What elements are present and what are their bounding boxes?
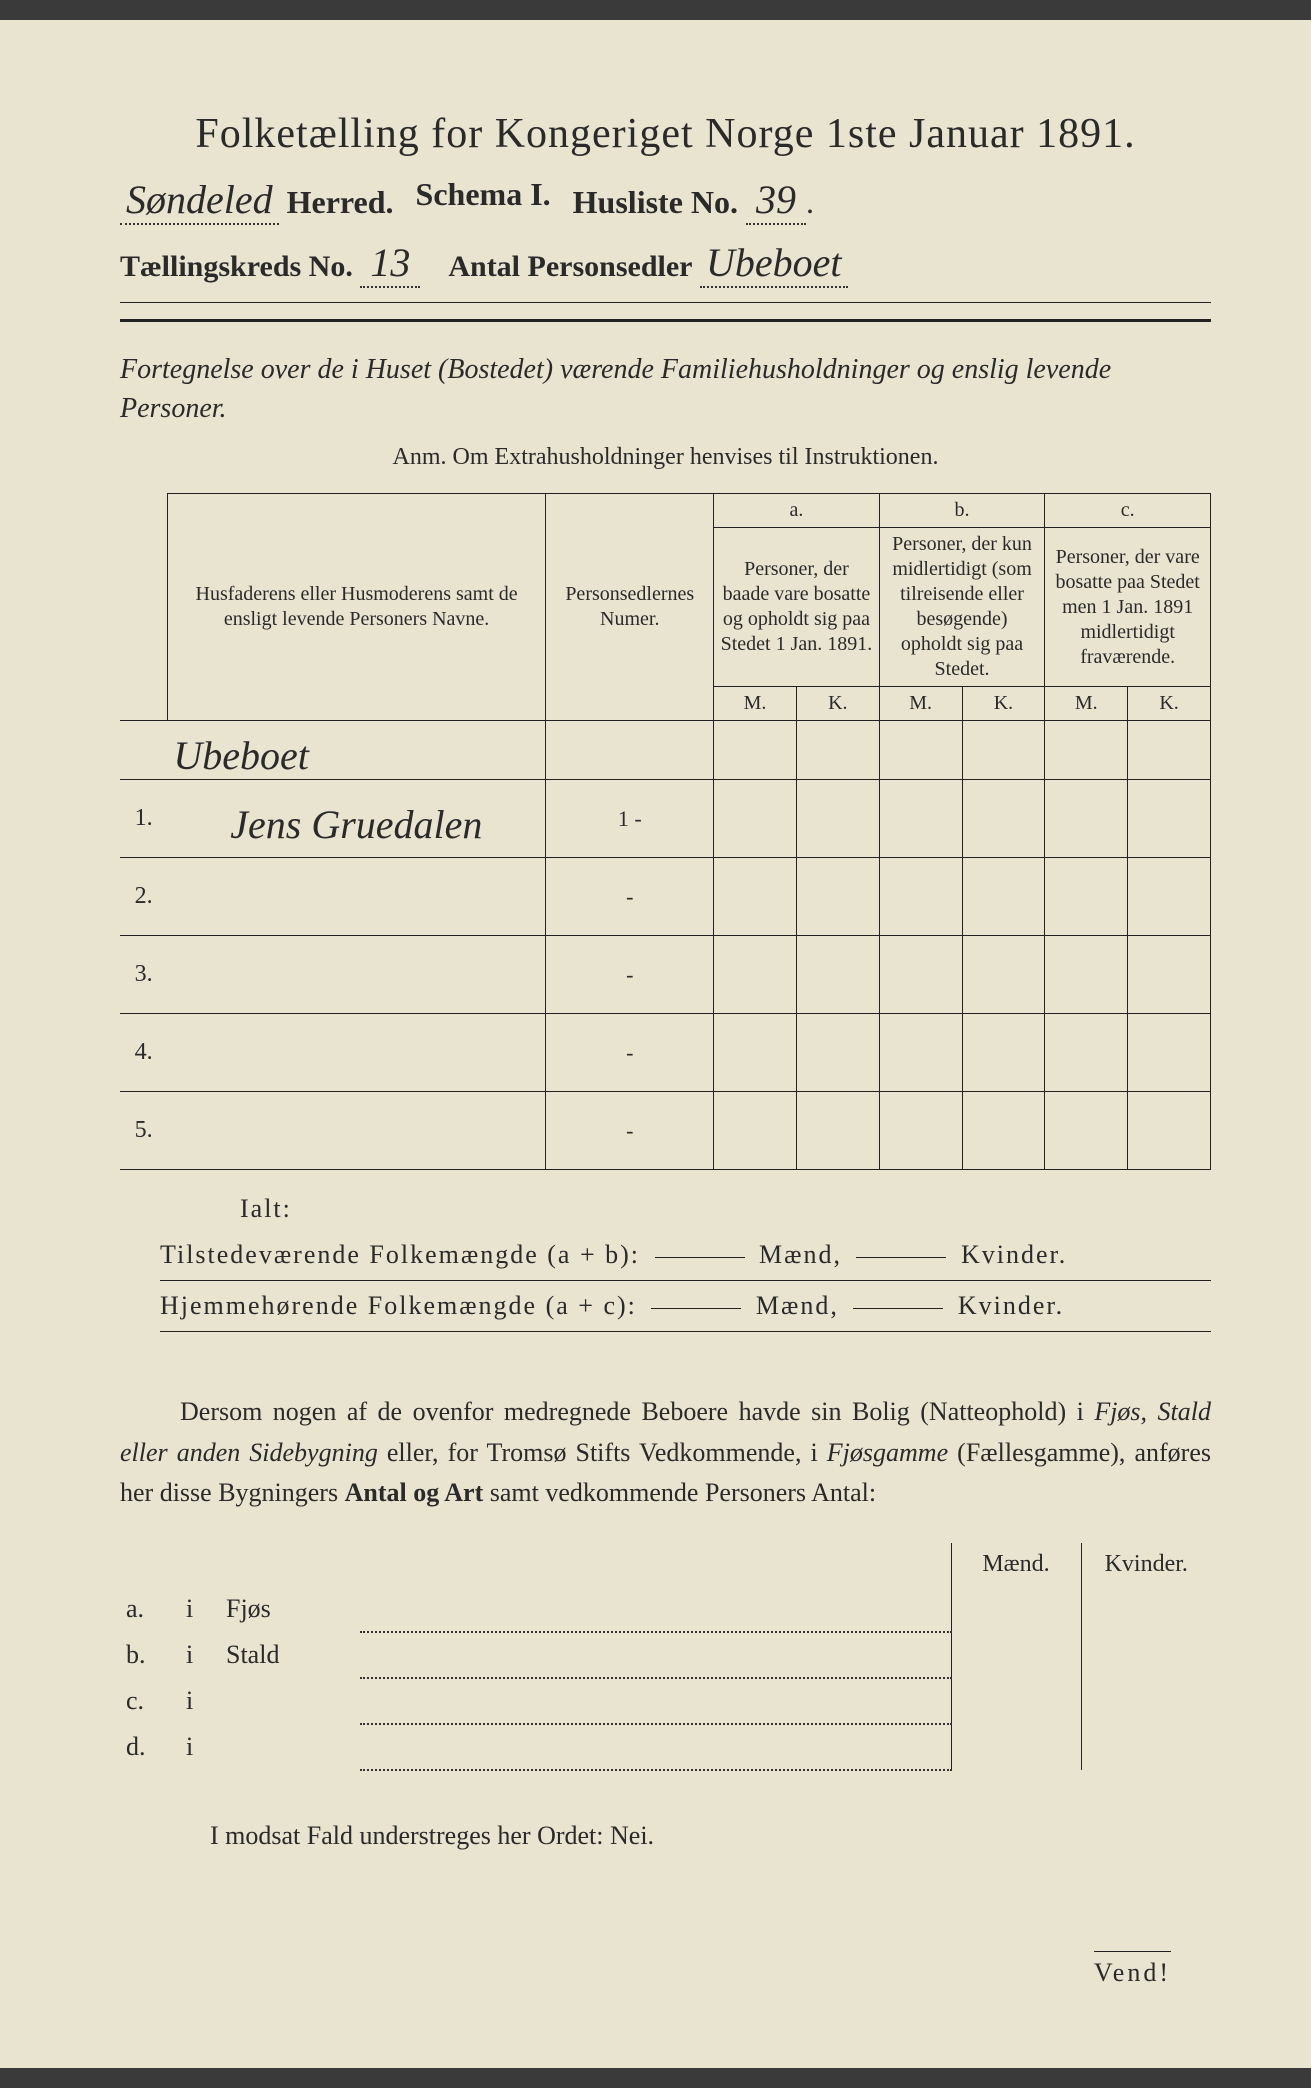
bt-type: Stald [220, 1632, 360, 1678]
herred-value: Søndeled [120, 176, 279, 225]
bt-i: i [180, 1678, 220, 1724]
antal-label: Antal Personsedler [448, 250, 692, 283]
bt-maend-cell [951, 1724, 1081, 1770]
bt-kvinder-head: Kvinder. [1081, 1543, 1211, 1586]
col-c-top: c. [1045, 494, 1211, 528]
anm-note: Anm. Om Extrahusholdninger henvises til … [120, 444, 1211, 471]
hjemme-label: Hjemmehørende Folkemængde (a + c): [160, 1291, 637, 1320]
bt-maend-cell [951, 1632, 1081, 1678]
table-row: 5. - [120, 1092, 1211, 1170]
col-b-desc: Personer, der kun midlertidigt (som tilr… [879, 528, 1045, 687]
name-cell: Jens Gruedalen [167, 780, 546, 858]
dwelling-row: b.iStald [120, 1632, 1211, 1678]
kvinder-label-2: Kvinder. [958, 1291, 1064, 1320]
bt-maend-cell [951, 1678, 1081, 1724]
vend-label: Vend! [1094, 1951, 1171, 1988]
kreds-label: Tællingskreds No. [120, 250, 353, 283]
bt-dots [360, 1678, 951, 1724]
bt-kvinder-cell [1081, 1678, 1211, 1724]
bt-type [220, 1724, 360, 1770]
bt-dots [360, 1632, 951, 1678]
ialt-label: Ialt: [240, 1194, 1211, 1224]
col-a-m: M. [714, 687, 797, 721]
divider-line [120, 302, 1211, 303]
col-a-desc: Personer, der baade vare bosatte og opho… [714, 528, 880, 687]
dwelling-row: c.i [120, 1678, 1211, 1724]
row-number: 4. [120, 1014, 167, 1092]
kreds-value: 13 [360, 239, 420, 288]
dwelling-row: d.i [120, 1724, 1211, 1770]
fortegnelse-note: Fortegnelse over de i Huset (Bostedet) v… [120, 350, 1211, 428]
col-a-k: K. [796, 687, 879, 721]
bt-i: i [180, 1586, 220, 1632]
row-number: 3. [120, 936, 167, 1014]
household-table: Husfaderens eller Husmoderens samt de en… [120, 493, 1211, 1170]
numer-cell: - [546, 936, 714, 1014]
col-c-m: M. [1045, 687, 1128, 721]
schema-label: Schema I. [416, 176, 551, 225]
name-cell [167, 1014, 546, 1092]
bt-label: d. [120, 1724, 180, 1770]
maend-label: Mænd, [759, 1240, 842, 1269]
header-row-2: Tællingskreds No. 13 Antal Personsedler … [120, 239, 1211, 288]
nei-line: I modsat Fald understreges her Ordet: Ne… [210, 1821, 1211, 1851]
table-row: 1.Jens Gruedalen1 - [120, 780, 1211, 858]
kvinder-label: Kvinder. [961, 1240, 1067, 1269]
dwelling-paragraph: Dersom nogen af de ovenfor medregnede Be… [120, 1392, 1211, 1513]
numer-cell: - [546, 1014, 714, 1092]
bt-dots [360, 1586, 951, 1632]
col-names: Husfaderens eller Husmoderens samt de en… [167, 494, 546, 721]
bt-i: i [180, 1632, 220, 1678]
bt-kvinder-cell [1081, 1586, 1211, 1632]
table-row: 4. - [120, 1014, 1211, 1092]
numer-cell: - [546, 858, 714, 936]
tilstede-line: Tilstedeværende Folkemængde (a + b): Mæn… [160, 1240, 1211, 1270]
bt-label: b. [120, 1632, 180, 1678]
bt-kvinder-cell [1081, 1632, 1211, 1678]
form-title: Folketælling for Kongeriget Norge 1ste J… [120, 110, 1211, 158]
row-number: 5. [120, 1092, 167, 1170]
tilstede-label: Tilstedeværende Folkemængde (a + b): [160, 1240, 640, 1269]
col-b-m: M. [879, 687, 962, 721]
maend-label-2: Mænd, [756, 1291, 839, 1320]
table-row: 3. - [120, 936, 1211, 1014]
header-handwritten: Ubeboet [173, 733, 309, 778]
row-number: 1. [120, 780, 167, 858]
table-row: 2. - [120, 858, 1211, 936]
name-cell [167, 1092, 546, 1170]
bt-type [220, 1678, 360, 1724]
col-b-top: b. [879, 494, 1045, 528]
bt-kvinder-cell [1081, 1724, 1211, 1770]
bt-label: a. [120, 1586, 180, 1632]
row-number: 2. [120, 858, 167, 936]
numer-cell: 1 - [546, 780, 714, 858]
col-c-k: K. [1128, 687, 1211, 721]
col-c-desc: Personer, der vare bosatte paa Stedet me… [1045, 528, 1211, 687]
dwelling-row: a.iFjøs [120, 1586, 1211, 1632]
divider-thick [120, 319, 1211, 322]
bt-type: Fjøs [220, 1586, 360, 1632]
hjemme-line: Hjemmehørende Folkemængde (a + c): Mænd,… [160, 1291, 1211, 1321]
bt-maend-head: Mænd. [951, 1543, 1081, 1586]
sum-divider [160, 1280, 1211, 1281]
husliste-label: Husliste No. [573, 184, 738, 220]
census-form-page: Folketælling for Kongeriget Norge 1ste J… [0, 20, 1311, 2068]
husliste-value: 39 [746, 176, 806, 225]
header-row-1: Søndeled Herred. Schema I. Husliste No. … [120, 176, 1211, 225]
bt-label: c. [120, 1678, 180, 1724]
numer-cell: - [546, 1092, 714, 1170]
name-cell [167, 936, 546, 1014]
bt-dots [360, 1724, 951, 1770]
bt-i: i [180, 1724, 220, 1770]
herred-label: Herred. [287, 184, 394, 220]
col-numer: Personsedlernes Numer. [546, 494, 714, 721]
antal-value: Ubeboet [700, 239, 848, 288]
bt-maend-cell [951, 1586, 1081, 1632]
dwelling-table: Mænd. Kvinder. a.iFjøsb.iStaldc.id.i [120, 1543, 1211, 1771]
col-a-top: a. [714, 494, 880, 528]
sum-divider-2 [160, 1331, 1211, 1332]
col-b-k: K. [962, 687, 1045, 721]
name-cell [167, 858, 546, 936]
